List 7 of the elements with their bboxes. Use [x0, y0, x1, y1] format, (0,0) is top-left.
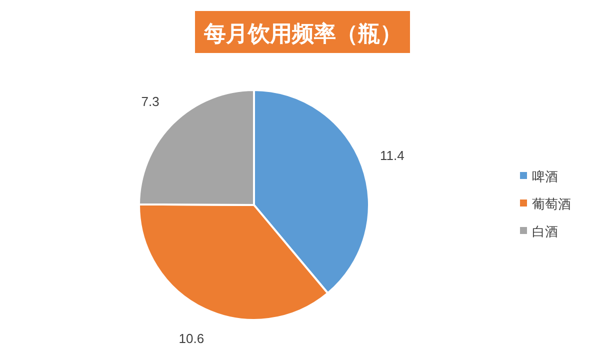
data-label: 11.4: [380, 148, 404, 163]
chart-title: 每月饮用频率（瓶）: [203, 21, 402, 46]
legend-label: 啤酒: [532, 169, 558, 184]
data-label: 10.6: [178, 331, 204, 346]
legend-label: 白酒: [532, 224, 558, 239]
data-label: 7.3: [141, 94, 160, 109]
legend-label: 葡萄酒: [532, 196, 571, 212]
